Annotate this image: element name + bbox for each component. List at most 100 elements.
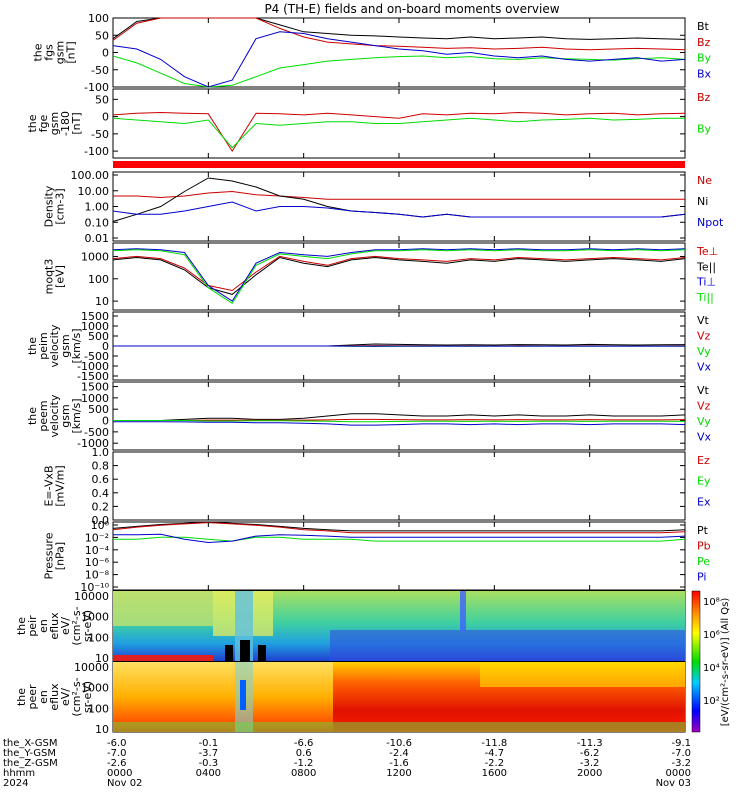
ylabel-line: [km/s] — [70, 328, 83, 363]
ylabel-line: peir — [26, 615, 39, 637]
colorbar-tick: 10⁴ — [703, 663, 720, 674]
legend-entry: Pt — [697, 524, 709, 537]
ytick-label: 10000 — [74, 590, 109, 603]
peer-spectrogram — [113, 662, 685, 732]
ephemeris-label: 2024 — [3, 778, 28, 789]
legend-entry: Npot — [697, 216, 724, 229]
ylabel-line: [nPa] — [54, 542, 67, 570]
ytick-label: -100 — [84, 145, 109, 158]
ytick-label: 0.01 — [85, 232, 110, 245]
ylabel-line: [cm-3] — [54, 188, 67, 224]
ephemeris-value: -10.6 — [386, 738, 412, 749]
ytick-label: 0.6 — [92, 473, 110, 486]
series-line-Pi — [113, 533, 686, 544]
legend-entry: Bx — [697, 67, 712, 80]
ytick-label: 100 — [88, 631, 109, 644]
ylabel-line: eflux — [48, 683, 61, 711]
ylabel-line: gsm — [48, 112, 61, 135]
legend-entry: Bt — [697, 20, 710, 33]
series-line-Ne — [113, 190, 685, 200]
legend-entry: Vx — [697, 431, 712, 444]
ytick-label: -1000 — [77, 360, 109, 373]
ylabel-line: en — [37, 690, 50, 704]
ylabel-line: velocity — [48, 394, 61, 437]
legend-entry: Ti⊥ — [696, 276, 716, 289]
ytick-label: 10⁻¹⁰ — [80, 581, 109, 594]
ephemeris-value: -6.0 — [107, 738, 127, 749]
ylabel-line: E=-VxB — [43, 465, 56, 506]
series-line-Ti⊥ — [112, 248, 686, 302]
legend-entry: Pi — [697, 571, 706, 584]
ephemeris-value: -6.2 — [580, 748, 600, 759]
legend-entry: Vx — [697, 361, 712, 374]
ytick-label: 0.8 — [92, 460, 110, 473]
ephemeris-value: 0400 — [196, 768, 221, 779]
legend-entry: Vz — [697, 400, 711, 413]
ylabel-line: the — [26, 407, 39, 425]
ylabel-line: gsm — [59, 404, 72, 427]
series-line-Te|| — [112, 256, 686, 295]
ephemeris-value: -3.2 — [671, 758, 691, 769]
ytick-label: 100 — [88, 273, 109, 286]
ytick-label: 500 — [88, 330, 109, 343]
ytick-label: -1000 — [77, 437, 109, 450]
ylabel-line: [nT] — [65, 41, 78, 63]
series-line-Ti|| — [112, 249, 686, 304]
ytick-label: 0.0 — [92, 514, 110, 527]
ytick-label: 10⁻⁶ — [85, 556, 110, 569]
ytick-label: 10⁻⁸ — [85, 569, 110, 582]
ytick-label: 50 — [95, 93, 109, 106]
ytick-label: 1000 — [81, 392, 109, 405]
ephemeris-value: 1200 — [386, 768, 411, 779]
ylabel-line: (cm²-s- — [70, 606, 83, 645]
ylabel-line: -180 — [59, 111, 72, 136]
ytick-label: 500 — [88, 403, 109, 416]
ytick-label: 10⁻⁴ — [85, 544, 110, 557]
ephemeris-value: -7.0 — [107, 748, 127, 759]
ephemeris-value: -4.7 — [485, 748, 505, 759]
legend-entry: Vy — [697, 415, 711, 428]
ylabel-line: Pressure — [43, 532, 56, 579]
series-line-Bz — [112, 111, 686, 153]
colorbar — [691, 590, 701, 733]
legend-entry: By — [697, 52, 712, 65]
colorbar-tick: 10² — [703, 696, 720, 707]
ylabel-line: the — [15, 688, 28, 706]
ytick-label: 0 — [102, 415, 109, 428]
series-line-Vt — [113, 413, 686, 421]
ylabel-line: [mV/m] — [54, 465, 67, 506]
ytick-label: 100 — [88, 702, 109, 715]
ylabel-line: eV/ — [59, 688, 72, 706]
ylabel-line: fge — [37, 114, 50, 132]
legend-entry: Ey — [697, 475, 711, 488]
ylabel-line: the — [26, 337, 39, 355]
ephemeris-value: 0000 — [107, 768, 132, 779]
ytick-label: 1.0 — [92, 446, 110, 459]
series-line-By — [112, 117, 685, 149]
legend-entry: Te|| — [696, 260, 716, 273]
separator-bar — [113, 161, 685, 168]
ylabel-line: the — [26, 114, 39, 132]
ephemeris-value: 0.6 — [296, 748, 312, 759]
series-line-Te⊥ — [112, 255, 686, 292]
ephemeris-value: -0.1 — [199, 738, 219, 749]
ytick-label: 0.2 — [92, 500, 110, 513]
ylabel-line: en — [37, 619, 50, 633]
ytick-label: 100 — [88, 12, 109, 25]
colorbar-label: [eV/(cm²-s-sr-eV)] (All Qs) — [720, 598, 731, 727]
legend-entry: Ti|| — [696, 291, 714, 304]
ytick-label: 1500 — [81, 310, 109, 323]
legend-entry: Bz — [697, 91, 711, 104]
series-line-Vx — [113, 421, 686, 426]
legend-entry: Vt — [697, 384, 710, 397]
legend-entry: Vt — [697, 314, 710, 327]
ytick-label: -50 — [91, 128, 109, 141]
legend-entry: Vz — [697, 330, 711, 343]
ephemeris-value: -11.8 — [481, 738, 507, 749]
ylabel-line: fgs — [43, 44, 56, 61]
ylabel-line: [eV] — [54, 265, 67, 288]
ephemeris-value: -1.6 — [389, 758, 409, 769]
ylabel-line: peim — [37, 332, 50, 360]
